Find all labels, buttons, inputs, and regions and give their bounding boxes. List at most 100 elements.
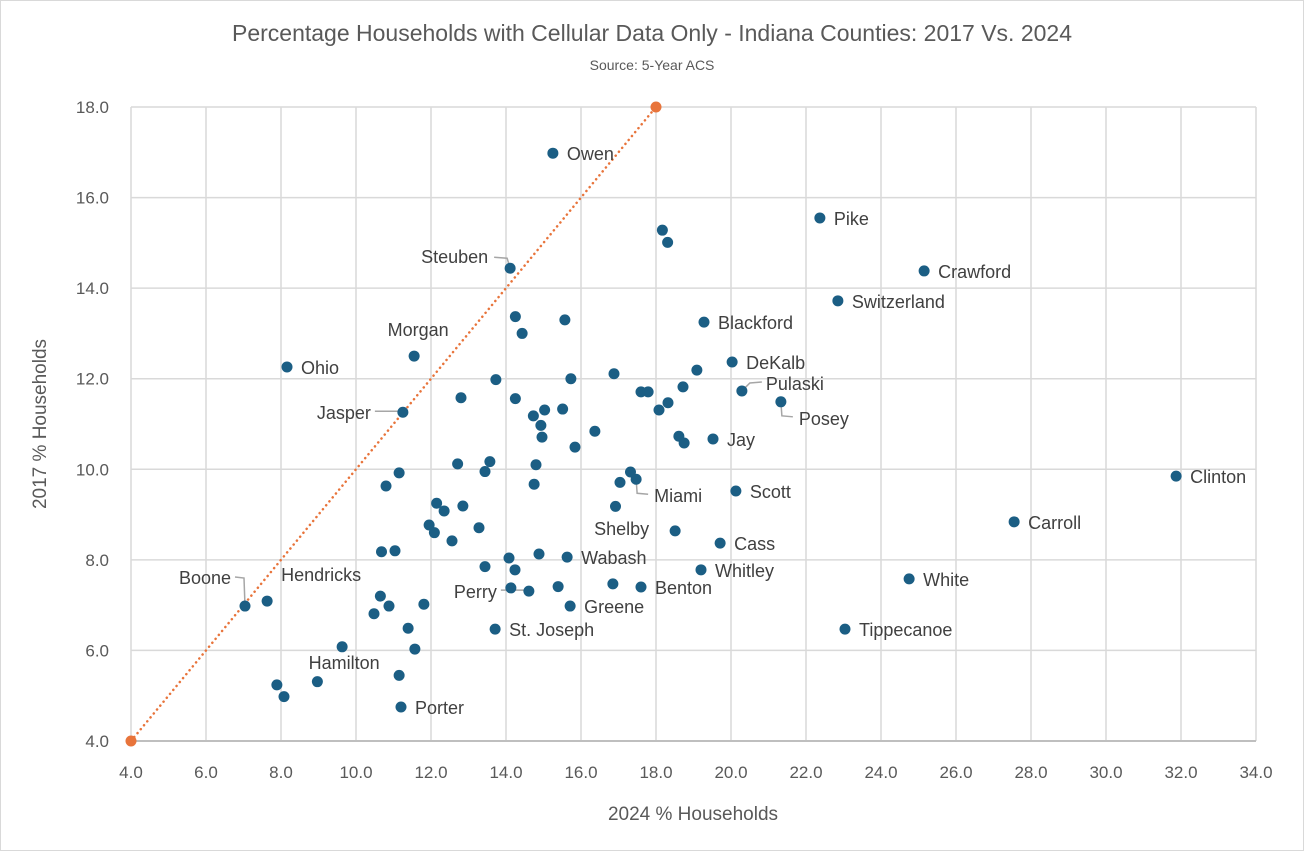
x-tick-label: 8.0 [269, 763, 293, 782]
data-point [552, 581, 564, 593]
reference-line-path [129, 105, 658, 743]
data-point [614, 476, 626, 488]
data-point [642, 386, 654, 398]
data-point [261, 595, 273, 607]
x-tick-label: 24.0 [864, 763, 897, 782]
data-point [389, 545, 401, 557]
data-point [569, 441, 581, 453]
point-label: Pike [834, 209, 869, 229]
data-point [707, 433, 719, 445]
point-label: Miami [654, 486, 702, 506]
data-point [473, 522, 485, 534]
point-label: Jasper [317, 403, 371, 423]
data-point [380, 480, 392, 492]
data-point [635, 581, 647, 593]
point-label: Switzerland [852, 292, 945, 312]
data-point [918, 265, 930, 277]
data-point [775, 396, 787, 408]
x-tick-label: 30.0 [1089, 763, 1122, 782]
data-point [523, 585, 535, 597]
data-point [695, 564, 707, 576]
point-labels: Owen Pike Crawford Switzerland Blackford DeKa… [179, 144, 1246, 718]
point-label: Pulaski [766, 374, 824, 394]
x-tick-label: 34.0 [1239, 763, 1272, 782]
data-point [479, 466, 491, 478]
data-point [677, 381, 689, 393]
point-label: Wabash [581, 548, 646, 568]
data-point [533, 548, 545, 560]
y-tick-label: 16.0 [76, 189, 109, 208]
data-point [814, 212, 826, 224]
point-label: Perry [454, 582, 497, 602]
data-point [431, 497, 443, 509]
reference-point [125, 735, 137, 747]
point-label: Morgan [388, 320, 449, 340]
reference-point [650, 101, 662, 113]
data-point [484, 456, 496, 468]
data-point [376, 546, 387, 558]
point-label: Hendricks [281, 565, 361, 585]
data-point [397, 406, 409, 418]
data-point [557, 403, 569, 415]
x-tick-label: 14.0 [489, 763, 522, 782]
data-point [479, 561, 491, 573]
data-point [535, 419, 547, 431]
data-point [839, 623, 851, 635]
chart-title: Percentage Households with Cellular Data… [232, 20, 1072, 46]
y-tick-label: 18.0 [76, 98, 109, 117]
y-tick-label: 14.0 [76, 279, 109, 298]
data-point [423, 519, 435, 531]
x-tick-label: 18.0 [639, 763, 672, 782]
point-label: Scott [750, 482, 791, 502]
data-point [662, 236, 674, 248]
point-label: Tippecanoe [859, 620, 952, 640]
data-point [559, 314, 571, 326]
data-point [490, 374, 502, 386]
data-point [726, 356, 738, 368]
y-tick-labels: 4.0 6.0 8.0 10.0 12.0 14.0 16.0 18.0 [76, 98, 109, 751]
data-point [1008, 516, 1020, 528]
data-point [832, 295, 844, 307]
point-label: St. Joseph [509, 620, 594, 640]
data-point [589, 425, 601, 437]
x-tick-label: 10.0 [339, 763, 372, 782]
data-point [457, 500, 469, 512]
data-point [374, 590, 386, 602]
data-point [503, 552, 515, 564]
data-point [561, 551, 573, 563]
data-point [565, 373, 577, 385]
data-point [409, 643, 421, 655]
data-point [393, 467, 405, 479]
data-point [608, 368, 620, 380]
point-label: Clinton [1190, 467, 1246, 487]
data-point [446, 535, 458, 547]
data-point [402, 622, 414, 634]
data-point [408, 350, 420, 362]
data-point [698, 316, 710, 328]
point-label: Owen [567, 144, 614, 164]
data-point [539, 404, 551, 416]
x-tick-label: 26.0 [939, 763, 972, 782]
data-point [383, 600, 395, 612]
data-point [239, 600, 251, 612]
point-label: Cass [734, 534, 775, 554]
data-point [662, 397, 674, 409]
data-point [528, 478, 540, 490]
x-tick-label: 16.0 [564, 763, 597, 782]
data-point [607, 578, 619, 590]
reference-line [125, 101, 662, 747]
data-point [669, 525, 681, 537]
point-label: Posey [799, 409, 849, 429]
data-point [653, 404, 665, 416]
x-tick-label: 28.0 [1014, 763, 1047, 782]
data-point [271, 679, 283, 691]
gridlines [130, 106, 1257, 742]
data-point [625, 466, 636, 478]
data-point [281, 361, 293, 373]
point-label: Boone [179, 568, 231, 588]
data-point [395, 701, 407, 713]
data-point [509, 311, 521, 323]
data-point [527, 410, 539, 422]
x-tick-labels: 4.0 6.0 8.0 10.0 12.0 14.0 16.0 18.0 20.0 22.0 24.… [119, 763, 1272, 782]
